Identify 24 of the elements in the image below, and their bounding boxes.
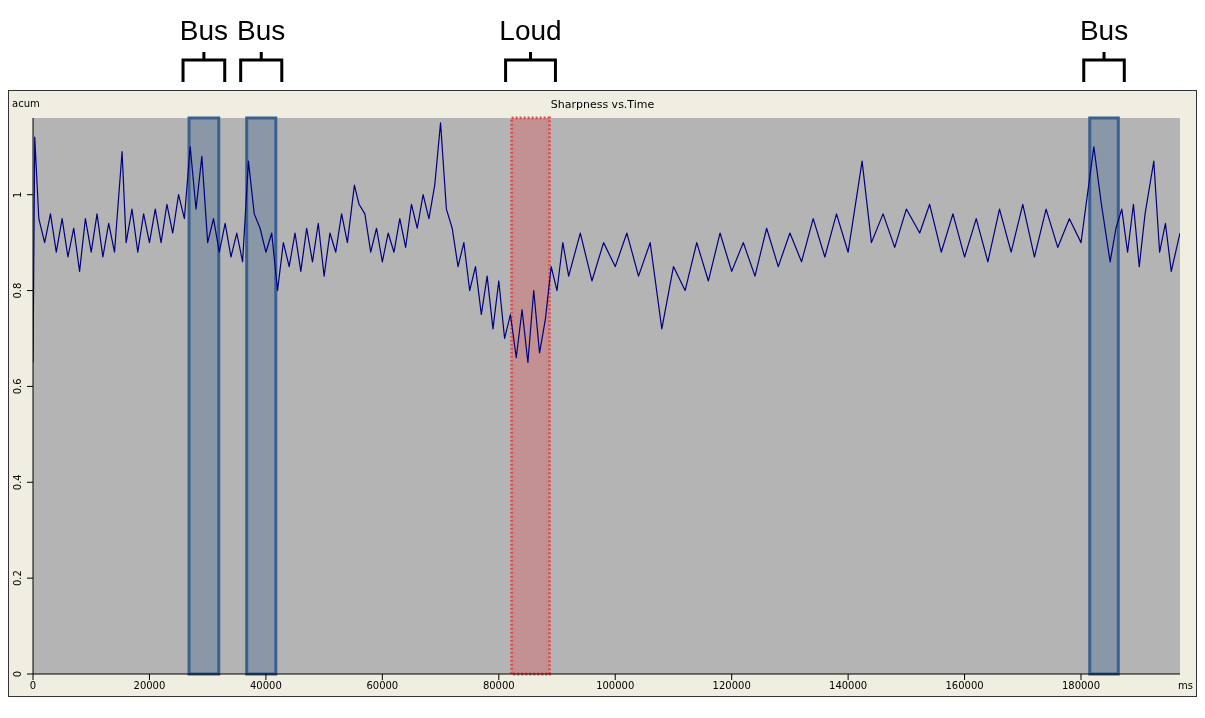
y-tick-label: 1 bbox=[12, 191, 23, 198]
y-axis-title: acum bbox=[12, 98, 40, 109]
x-tick-label: 80000 bbox=[482, 680, 515, 692]
x-tick-label: 180000 bbox=[1061, 680, 1101, 692]
line-series bbox=[33, 122, 1180, 364]
x-axis-title: ms bbox=[1178, 680, 1193, 691]
x-tick-label: 40000 bbox=[249, 680, 282, 692]
band-label: Loud bbox=[499, 15, 562, 46]
x-tick-label: 140000 bbox=[829, 680, 868, 692]
x-tick-label: 100000 bbox=[596, 680, 635, 692]
band-label: Bus bbox=[237, 15, 286, 46]
x-tick-label: 120000 bbox=[712, 680, 751, 692]
y-tick-label: 0 bbox=[12, 670, 23, 678]
x-tick-label: 160000 bbox=[945, 680, 984, 692]
y-tick-label: 0.4 bbox=[12, 474, 23, 491]
y-tick-label: 0.8 bbox=[12, 282, 23, 299]
x-tick-label: 0 bbox=[29, 680, 37, 692]
chart-title: Sharpness vs.Time bbox=[550, 98, 655, 111]
y-tick-label: 0.2 bbox=[12, 570, 23, 587]
band-label: Bus bbox=[179, 15, 229, 46]
y-tick-label: 0.6 bbox=[12, 378, 23, 395]
x-tick-label: 20000 bbox=[133, 680, 166, 692]
x-tick-label: 60000 bbox=[366, 680, 399, 692]
band-label: Bus bbox=[1079, 15, 1129, 46]
